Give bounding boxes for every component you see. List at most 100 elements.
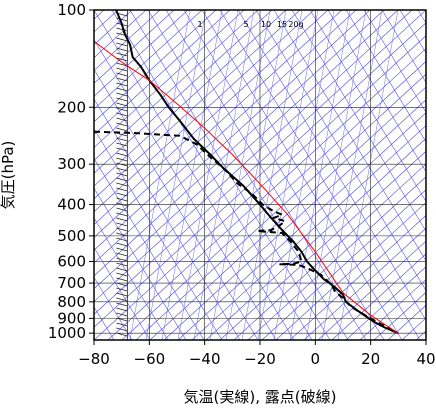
wind-barb (116, 47, 128, 52)
adiabat-line (94, 247, 151, 340)
wind-barb (116, 127, 128, 132)
x-axis-ticks: −80 −60 −40 −20 0 20 40 (78, 340, 436, 368)
adiabat-line (94, 157, 205, 340)
background-lines (94, 10, 426, 340)
mixing-ratio-line (289, 10, 351, 340)
y-tick-label: 900 (57, 309, 86, 327)
adiabat-line (111, 10, 313, 340)
isotherm-line (94, 10, 231, 136)
mixing-ratio-line (225, 10, 287, 340)
adiabat-line (327, 10, 426, 173)
isotherm-line (317, 240, 426, 340)
wind-barb (116, 112, 128, 117)
wind-barb (116, 232, 128, 237)
mixing-ratio-line (257, 10, 319, 340)
mixing-ratio-line (273, 10, 335, 340)
mixing-ratio-label: 20g (288, 20, 303, 29)
x-tick-label: −60 (134, 350, 166, 368)
isotherm-line (94, 10, 287, 187)
x-tick-label: −20 (244, 350, 276, 368)
adiabat-line (345, 10, 426, 143)
y-tick-label: 500 (57, 227, 86, 245)
wind-barb (116, 57, 128, 62)
profiles (94, 10, 399, 335)
adiabat-line (94, 187, 187, 340)
wind-barb (116, 17, 128, 22)
wind-barb (116, 272, 128, 277)
wind-barb (116, 207, 128, 212)
wind-barb (116, 157, 128, 162)
wind-barb (116, 197, 128, 202)
x-tick-label: 20 (361, 350, 380, 368)
mixing-ratio-label: 15 (277, 20, 287, 29)
isotherm-line (94, 10, 189, 97)
isotherm-line (219, 150, 426, 340)
isotherm-line (303, 227, 426, 340)
adiabat-line (309, 10, 426, 202)
wind-barb (116, 167, 128, 172)
wind-barb (116, 267, 128, 272)
wind-barb (116, 27, 128, 32)
wind-barb (116, 172, 128, 177)
wind-barb (116, 97, 128, 102)
y-tick-label: 200 (57, 98, 86, 116)
wind-barb (116, 87, 128, 92)
wind-barb (116, 322, 128, 327)
wind-barb (116, 37, 128, 42)
isotherm-line (94, 10, 301, 200)
isotherm-line (233, 163, 426, 340)
parcel-curve (94, 40, 399, 334)
y-tick-label: 600 (57, 252, 86, 270)
wind-barb (116, 282, 128, 287)
isotherm-line (331, 253, 426, 340)
temperature-curve (115, 10, 399, 335)
wind-barb (116, 162, 128, 167)
dewpoint-curve (94, 130, 397, 335)
mixing-ratio-line (177, 10, 239, 340)
wind-barb (116, 62, 128, 67)
wind-barb (116, 307, 128, 312)
y-tick-label: 800 (57, 293, 86, 311)
wind-barb (116, 327, 128, 332)
x-tick-label: 40 (416, 350, 435, 368)
wind-barb (116, 292, 128, 297)
mixing-ratio-line (145, 10, 207, 340)
wind-barb (116, 137, 128, 142)
wind-barb (116, 177, 128, 182)
isotherm-line (345, 266, 426, 340)
mixing-ratio-label: 1 (197, 20, 202, 29)
wind-barb (116, 182, 128, 187)
wind-barb (116, 202, 128, 207)
adiabat-line (273, 10, 426, 262)
mixing-ratio-line (193, 10, 255, 340)
mixing-ratio-line (241, 10, 303, 340)
isotherm-line (191, 125, 426, 340)
y-tick-label: 100 (57, 1, 86, 19)
isotherm-line (401, 317, 426, 340)
isotherm-line (177, 112, 426, 340)
adiabat-line (94, 217, 169, 340)
wind-barb (116, 142, 128, 147)
wind-barb (116, 82, 128, 87)
wind-barb (116, 77, 128, 82)
wind-barb (116, 212, 128, 217)
mixing-ratio-line (161, 10, 223, 340)
wind-barb (116, 242, 128, 247)
isotherm-line (135, 73, 426, 340)
isotherm-line (247, 176, 426, 340)
wind-barb (116, 217, 128, 222)
wind-barb (116, 257, 128, 262)
wind-barb (116, 132, 128, 137)
wind-barb (116, 227, 128, 232)
mixing-ratio-line (337, 10, 399, 340)
mixing-ratio-line (209, 10, 271, 340)
adiabat-line (417, 10, 426, 24)
adiabat-line (147, 10, 349, 340)
x-tick-label: 0 (311, 350, 321, 368)
mixing-ratio-line (321, 10, 383, 340)
adiabat-line (201, 10, 403, 340)
wind-barb (116, 317, 128, 322)
mixing-ratio-label: 5 (243, 20, 248, 29)
adiabat-line (94, 276, 133, 340)
